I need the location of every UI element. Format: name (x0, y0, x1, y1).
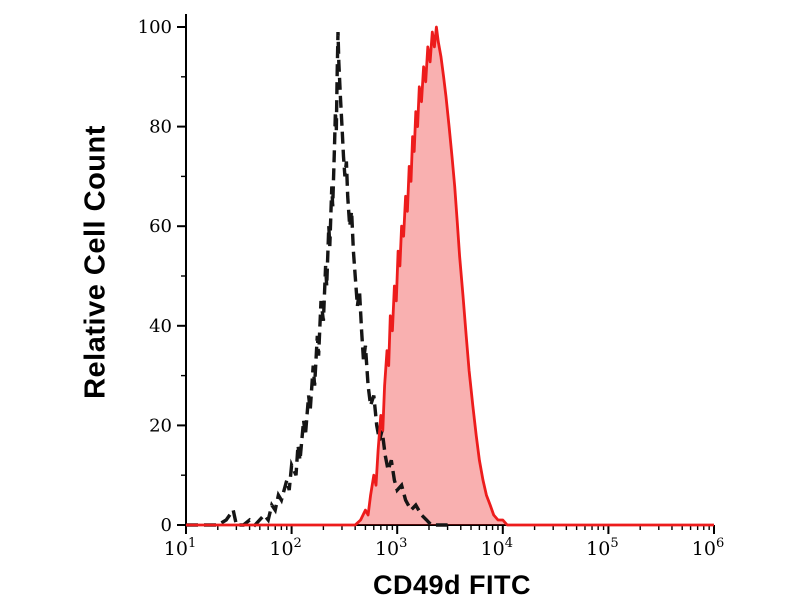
y-tick-label: 80 (149, 117, 172, 138)
y-tick-label: 20 (149, 415, 172, 436)
series-cd49d-fitc-stained (186, 25, 714, 527)
y-tick-label: 40 (149, 316, 172, 337)
y-tick-label: 100 (138, 17, 172, 38)
x-tick-label: 104 (481, 536, 513, 560)
x-tick-label: 105 (586, 536, 618, 560)
x-axis: 101 102 103 104 105 106 (164, 525, 724, 560)
x-tick-label: 106 (692, 536, 724, 560)
x-tick-label: 102 (269, 536, 301, 560)
series-cd49d-fitc-stained-fill (186, 27, 714, 525)
x-axis-title: CD49d FITC (372, 570, 532, 600)
y-tick-label: 60 (149, 216, 172, 237)
y-axis: 0 20 40 60 80 100 (138, 17, 186, 536)
x-tick-label: 103 (375, 536, 407, 560)
x-tick-label: 101 (164, 536, 196, 560)
y-tick-label: 0 (161, 515, 172, 536)
series-negative-control (186, 31, 448, 528)
